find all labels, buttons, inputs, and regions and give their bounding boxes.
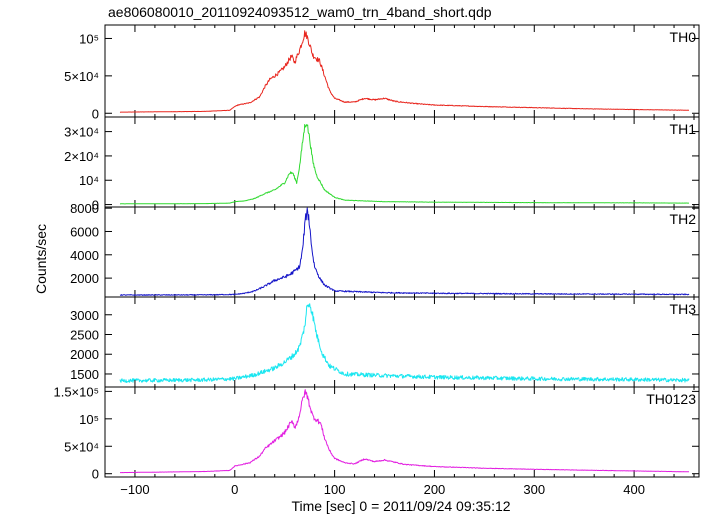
panel-th0: 0 5×10⁴ 10⁵ TH0 (64, 24, 700, 121)
panel-label-th0123: TH0123 (646, 391, 696, 407)
y-tick-label: 5×10⁴ (64, 439, 99, 454)
y-tick-label: 1500 (70, 367, 99, 382)
x-axis-label: Time [sec] 0 = 2011/09/24 09:35:12 (291, 498, 510, 514)
panel-th2: 2000 4000 6000 8000 TH2 (70, 201, 700, 298)
x-tick-label: −100 (120, 482, 149, 497)
x-tick-label: 300 (523, 482, 545, 497)
panel-frame (104, 386, 700, 478)
panel-frame (104, 296, 700, 388)
panel-label-th0: TH0 (670, 29, 697, 45)
panel-frame (104, 116, 700, 208)
y-tick-label: 2000 (70, 347, 99, 362)
series-line-th0123 (120, 389, 689, 474)
y-tick-label: 6000 (70, 224, 99, 239)
x-tick-label: 400 (623, 482, 645, 497)
y-tick-label: 2×10⁴ (64, 149, 99, 164)
panel-frame (104, 206, 700, 298)
series-line-th0 (119, 30, 690, 113)
y-axis-label: Counts/sec (33, 224, 49, 294)
panel-th0123: 0 5×10⁴ 10⁵ 1.5×10⁵ TH0123 (53, 384, 700, 482)
series-line-th2 (119, 207, 690, 296)
chart-title: ae806080010_20110924093512_wam0_trn_4ban… (108, 4, 492, 20)
y-tick-label: 2500 (70, 328, 99, 343)
panel-th1: 0 10⁴ 2×10⁴ 3×10⁴ TH1 (64, 116, 700, 213)
y-tick-label: 10⁵ (79, 412, 99, 427)
y-tick-label: 0 (92, 467, 99, 482)
y-tick-label: 3000 (70, 308, 99, 323)
panel-th3: 1500 2000 2500 3000 TH3 (70, 296, 700, 388)
x-tick-label: 100 (324, 482, 346, 497)
y-tick-label: 10⁴ (79, 173, 99, 188)
x-tick-label: 200 (424, 482, 446, 497)
x-tick-label: 0 (231, 482, 238, 497)
panel-label-th2: TH2 (670, 211, 697, 227)
y-tick-label: 1.5×10⁵ (53, 384, 99, 399)
y-tick-label: 0 (92, 198, 99, 213)
panel-frame (104, 24, 700, 118)
y-tick-label: 0 (92, 106, 99, 121)
y-tick-label: 4000 (70, 248, 99, 263)
y-tick-label: 5×10⁴ (64, 69, 99, 84)
y-tick-label: 3×10⁴ (64, 125, 99, 140)
y-tick-label: 8000 (70, 201, 99, 216)
y-tick-label: 2000 (70, 271, 99, 286)
series-line-th3 (119, 303, 690, 383)
y-tick-label: 10⁵ (79, 31, 99, 46)
panel-label-th1: TH1 (670, 121, 697, 137)
panel-label-th3: TH3 (670, 301, 697, 317)
series-line-th1 (119, 124, 689, 205)
